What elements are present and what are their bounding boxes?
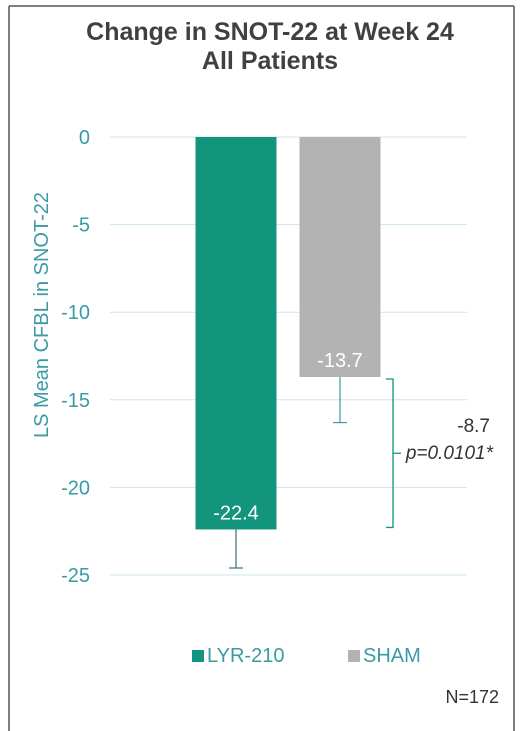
- p-value-label: p=0.0101*: [405, 443, 494, 464]
- legend-swatch: [348, 650, 360, 662]
- y-tick-label: 0: [79, 127, 90, 149]
- chart-title: Change in SNOT-22 at Week 24: [86, 18, 454, 46]
- y-tick-label: -5: [72, 215, 90, 237]
- legend-swatch: [192, 650, 204, 662]
- chart-title-block: Change in SNOT-22 at Week 24 All Patient…: [20, 18, 520, 76]
- data-label: -13.7: [317, 350, 363, 372]
- difference-label: -8.7: [457, 416, 490, 437]
- sample-size-note: N=172: [445, 687, 499, 707]
- y-tick-label: -10: [61, 302, 90, 324]
- y-axis-label: LS Mean CFBL in SNOT-22: [31, 192, 53, 438]
- bar-1: [299, 137, 381, 378]
- data-label: -22.4: [213, 502, 259, 524]
- bar-0: [195, 137, 277, 530]
- y-tick-label: -20: [61, 477, 90, 499]
- chart-subtitle: All Patients: [201, 47, 339, 75]
- y-tick-label: -15: [61, 390, 90, 412]
- y-tick-label: -25: [61, 565, 90, 587]
- legend-label: SHAM: [363, 645, 421, 667]
- legend-label: LYR-210: [207, 645, 284, 667]
- difference-bracket: [386, 378, 401, 529]
